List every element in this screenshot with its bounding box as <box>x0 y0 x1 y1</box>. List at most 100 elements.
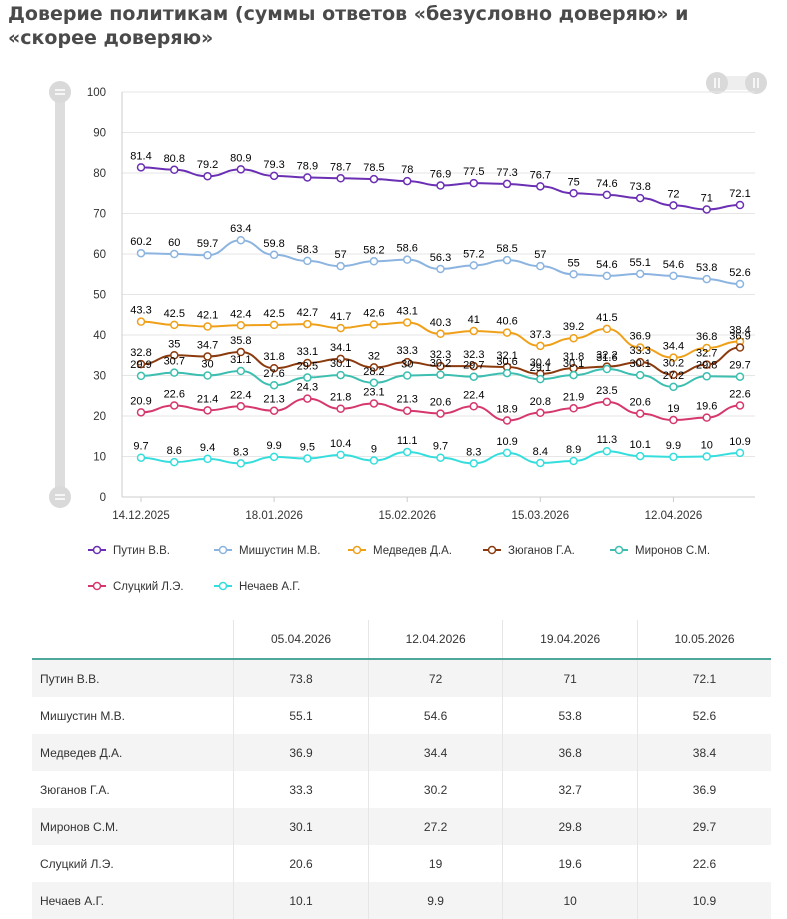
data-point[interactable] <box>436 181 445 190</box>
slider-track[interactable] <box>55 92 65 498</box>
data-point[interactable] <box>336 323 345 333</box>
data-point[interactable] <box>136 371 146 381</box>
data-point[interactable] <box>436 264 445 274</box>
data-point[interactable] <box>369 257 379 266</box>
horizontal-range-slider[interactable] <box>706 72 767 94</box>
data-point[interactable] <box>635 409 645 418</box>
data-point[interactable] <box>269 380 279 390</box>
data-point[interactable] <box>369 320 379 329</box>
data-point[interactable] <box>170 249 179 259</box>
data-point[interactable] <box>303 173 312 182</box>
data-point[interactable] <box>469 402 479 411</box>
data-point[interactable] <box>702 360 711 369</box>
data-point[interactable] <box>436 361 445 371</box>
data-point[interactable] <box>469 372 479 381</box>
data-point[interactable] <box>436 409 445 418</box>
data-point[interactable] <box>236 459 246 468</box>
data-point[interactable] <box>735 401 745 410</box>
data-point[interactable] <box>669 370 678 379</box>
data-point[interactable] <box>136 317 146 326</box>
data-point[interactable] <box>170 368 179 377</box>
data-point[interactable] <box>669 382 678 392</box>
data-point[interactable] <box>303 319 312 329</box>
data-point[interactable] <box>203 250 212 260</box>
data-point[interactable] <box>236 366 246 376</box>
data-point[interactable] <box>569 370 578 380</box>
data-point[interactable] <box>569 270 578 279</box>
data-point[interactable] <box>569 456 578 466</box>
data-point[interactable] <box>336 404 345 413</box>
data-point[interactable] <box>236 347 246 357</box>
data-point[interactable] <box>469 361 479 371</box>
data-point[interactable] <box>303 373 312 382</box>
legend-item[interactable]: Миронов С.М. <box>610 545 710 557</box>
slider-bottom-handle[interactable] <box>49 486 71 508</box>
data-point[interactable] <box>269 250 279 260</box>
data-point[interactable] <box>369 363 379 372</box>
data-point[interactable] <box>536 182 545 191</box>
data-point[interactable] <box>203 454 212 464</box>
data-point[interactable] <box>735 372 745 381</box>
data-point[interactable] <box>402 357 412 367</box>
data-point[interactable] <box>702 343 711 353</box>
data-point[interactable] <box>402 447 412 457</box>
data-point[interactable] <box>635 357 645 367</box>
data-point[interactable] <box>536 261 545 271</box>
data-point[interactable] <box>669 415 678 425</box>
slider-left-handle[interactable] <box>706 72 728 94</box>
data-point[interactable] <box>336 354 345 364</box>
data-point[interactable] <box>303 394 312 403</box>
data-point[interactable] <box>702 413 711 422</box>
data-point[interactable] <box>502 255 512 265</box>
data-point[interactable] <box>136 163 146 172</box>
data-point[interactable] <box>536 374 545 384</box>
data-point[interactable] <box>269 171 279 181</box>
slider-right-handle[interactable] <box>745 72 767 94</box>
data-point[interactable] <box>436 453 445 462</box>
legend-item[interactable]: Медведев Д.А. <box>348 545 452 557</box>
data-point[interactable] <box>669 201 678 210</box>
data-point[interactable] <box>303 358 312 368</box>
data-point[interactable] <box>669 353 678 362</box>
data-point[interactable] <box>402 371 412 380</box>
slider-top-handle[interactable] <box>49 81 71 103</box>
data-point[interactable] <box>436 329 445 339</box>
data-point[interactable] <box>203 171 212 181</box>
data-point[interactable] <box>502 328 512 337</box>
data-point[interactable] <box>369 378 379 388</box>
data-point[interactable] <box>702 372 711 381</box>
data-point[interactable] <box>469 326 479 336</box>
data-point[interactable] <box>536 458 545 468</box>
data-point[interactable] <box>136 408 146 417</box>
data-point[interactable] <box>669 271 678 281</box>
data-point[interactable] <box>602 271 612 281</box>
data-point[interactable] <box>336 370 345 380</box>
data-point[interactable] <box>170 351 179 360</box>
data-point[interactable] <box>635 343 645 352</box>
data-point[interactable] <box>469 261 479 270</box>
data-point[interactable] <box>336 450 345 460</box>
data-point[interactable] <box>469 178 479 188</box>
data-point[interactable] <box>702 205 711 214</box>
data-point[interactable] <box>502 448 512 458</box>
data-point[interactable] <box>569 333 578 343</box>
data-point[interactable] <box>536 341 545 351</box>
data-point[interactable] <box>269 320 279 330</box>
data-point[interactable] <box>303 454 312 463</box>
legend-item[interactable]: Нечаев А.Г. <box>214 581 300 593</box>
data-point[interactable] <box>735 343 745 352</box>
data-point[interactable] <box>735 200 745 210</box>
data-point[interactable] <box>303 256 312 266</box>
data-point[interactable] <box>203 406 212 415</box>
data-point[interactable] <box>635 269 645 279</box>
legend-item[interactable]: Зюганов Г.А. <box>483 545 575 557</box>
data-point[interactable] <box>170 457 179 467</box>
data-point[interactable] <box>369 399 379 408</box>
data-point[interactable] <box>436 370 445 379</box>
data-point[interactable] <box>602 364 612 374</box>
data-point[interactable] <box>635 193 645 203</box>
data-point[interactable] <box>402 318 412 327</box>
data-point[interactable] <box>502 179 512 189</box>
data-point[interactable] <box>369 174 379 184</box>
data-point[interactable] <box>402 406 412 415</box>
